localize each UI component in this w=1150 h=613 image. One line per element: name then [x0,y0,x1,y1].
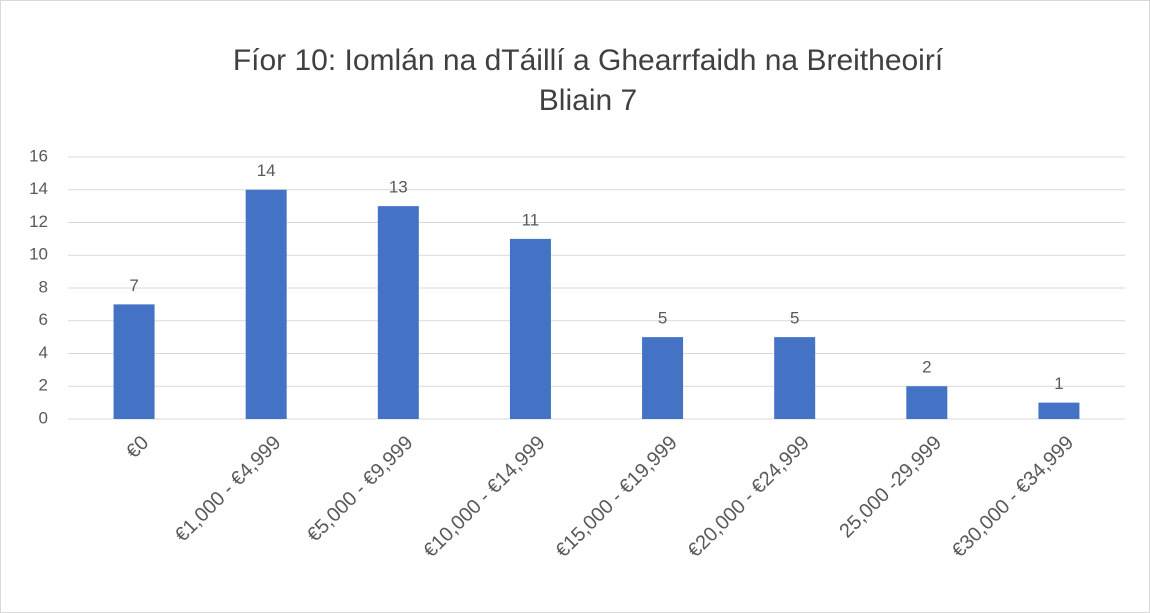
data-label: 5 [790,309,799,328]
y-tick-label: 6 [39,310,48,329]
chart-title: Bliain 7 [539,84,637,117]
data-label: 13 [389,178,408,197]
bar [113,304,155,419]
chart-title: Fíor 10: Iomlán na dTáillí a Ghearrfaidh… [233,44,944,77]
bar [774,337,816,419]
bar [1038,402,1080,419]
y-tick-label: 0 [39,408,48,427]
y-tick-label: 4 [39,343,48,362]
y-tick-label: 10 [29,245,48,264]
bar [509,238,551,419]
data-label: 5 [658,309,667,328]
y-tick-label: 14 [29,179,48,198]
y-tick-label: 2 [39,376,48,395]
bar [906,386,948,419]
data-label: 11 [522,210,540,229]
data-label: 7 [129,276,138,295]
y-tick-label: 16 [29,146,48,165]
data-label: 2 [922,358,931,377]
bar [245,189,287,419]
data-label: 14 [257,161,276,180]
bar [377,206,419,419]
data-label: 1 [1054,374,1063,393]
y-tick-label: 8 [39,277,48,296]
bar [642,337,684,419]
y-tick-label: 12 [29,212,48,231]
